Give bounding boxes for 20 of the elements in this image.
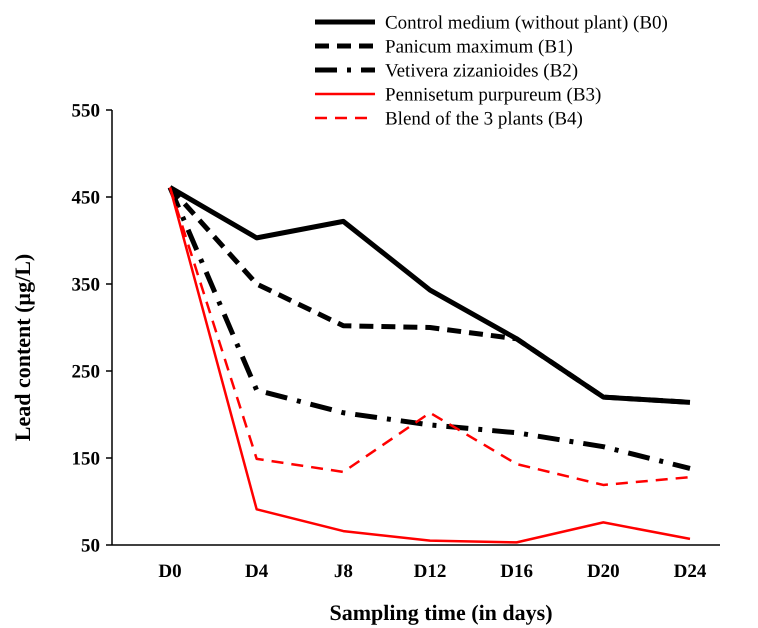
legend-label: Control medium (without plant) (B0) (385, 12, 668, 34)
y-axis-title: Lead content (µg/L) (10, 254, 35, 442)
x-tick-label: D24 (674, 561, 707, 582)
x-axis-title: Sampling time (in days) (329, 600, 553, 625)
legend-label: Pennisetum purpureum (B3) (385, 84, 602, 106)
y-tick-label: 50 (81, 536, 100, 557)
legend-label: Panicum maximum (B1) (385, 36, 573, 58)
x-tick-label: D4 (245, 561, 269, 582)
x-tick-label: J8 (334, 561, 353, 582)
x-tick-label: D16 (500, 561, 534, 582)
y-tick-label: 450 (72, 188, 100, 209)
x-tick-label: D0 (158, 561, 182, 582)
legend-label: Blend of the 3 plants (B4) (385, 108, 583, 130)
y-tick-label: 350 (72, 274, 100, 296)
x-tick-label: D20 (586, 561, 620, 582)
legend-label: Vetivera zizanioides (B2) (385, 60, 578, 82)
x-tick-label: D12 (414, 561, 446, 582)
y-tick-label: 250 (72, 362, 100, 383)
y-tick-label: 150 (72, 448, 100, 470)
y-tick-label: 550 (72, 100, 100, 122)
